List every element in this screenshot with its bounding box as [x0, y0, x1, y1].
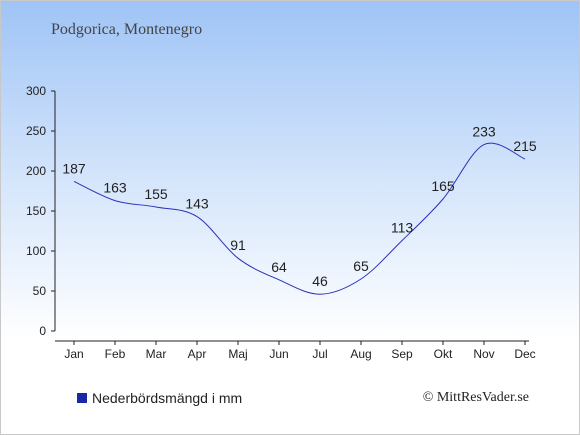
x-tick-label: Jun	[269, 347, 288, 361]
data-label: 64	[271, 259, 287, 275]
data-label: 46	[312, 273, 328, 289]
x-tick-label: Mar	[146, 347, 167, 361]
x-tick-label: Aug	[350, 347, 371, 361]
data-label: 91	[230, 237, 246, 253]
x-tick-label: Jul	[312, 347, 327, 361]
y-tick-label: 200	[26, 164, 46, 178]
legend: Nederbördsmängd i mm	[77, 390, 242, 406]
data-label: 113	[391, 220, 414, 236]
series-line	[73, 142, 526, 295]
x-tick-label: Feb	[105, 347, 126, 361]
legend-label: Nederbördsmängd i mm	[92, 390, 243, 406]
data-label: 155	[144, 186, 168, 202]
x-tick-label: Okt	[434, 347, 453, 361]
copyright-credit: © MittResVader.se	[422, 390, 529, 405]
data-label: 187	[62, 160, 86, 176]
data-label: 215	[513, 138, 537, 154]
y-tick-label: 250	[26, 124, 46, 138]
y-tick-label: 150	[26, 204, 46, 218]
x-tick-label: Apr	[188, 347, 207, 361]
x-tick-label: Sep	[391, 347, 413, 361]
data-label: 165	[431, 178, 455, 194]
x-tick-label: Nov	[473, 347, 494, 361]
chart-title: Podgorica, Montenegro	[51, 21, 203, 38]
y-tick-label: 0	[39, 324, 46, 338]
data-label: 65	[353, 258, 369, 274]
legend-swatch	[77, 393, 87, 403]
data-label: 163	[103, 180, 127, 196]
y-tick-label: 300	[26, 84, 46, 98]
y-tick-label: 100	[26, 244, 46, 258]
x-tick-label: Jan	[64, 347, 83, 361]
x-tick-label: Dec	[514, 347, 535, 361]
data-label: 233	[472, 124, 496, 140]
data-label: 143	[185, 196, 209, 212]
y-tick-label: 50	[33, 284, 47, 298]
x-tick-label: Maj	[228, 347, 247, 361]
